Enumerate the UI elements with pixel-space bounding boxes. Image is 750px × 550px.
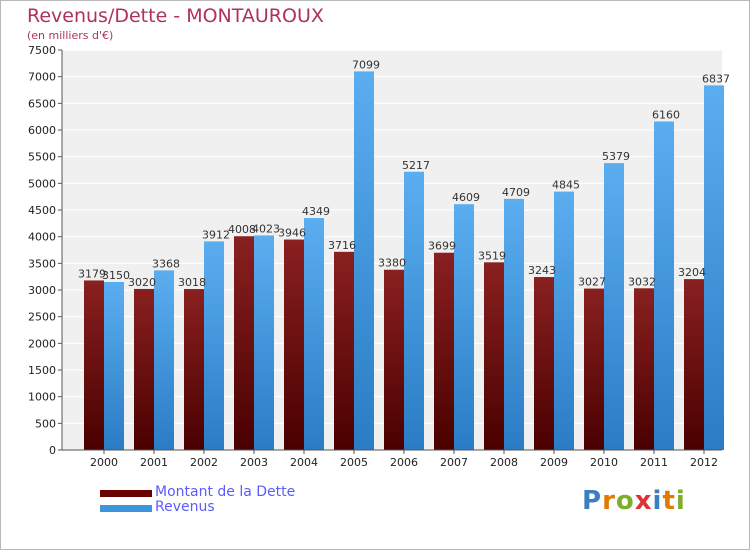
data-label-dette: 3020 xyxy=(128,276,156,289)
bar-revenus xyxy=(304,218,324,450)
bar-dette xyxy=(634,288,654,450)
bar-dette xyxy=(334,251,354,450)
bar-revenus xyxy=(704,85,724,451)
bar-dette xyxy=(84,280,104,450)
bar-revenus xyxy=(504,198,524,450)
x-tick-label: 2003 xyxy=(240,456,268,469)
bar-revenus xyxy=(654,121,674,450)
x-tick-label: 2005 xyxy=(340,456,368,469)
y-tick-label: 7000 xyxy=(28,71,56,84)
bar-dette xyxy=(384,269,404,450)
x-tick-label: 2010 xyxy=(590,456,618,469)
data-label-revenus: 4609 xyxy=(452,191,480,204)
bar-dette xyxy=(534,277,554,450)
data-label-dette: 3699 xyxy=(428,240,456,253)
bar-revenus xyxy=(404,171,424,450)
data-label-dette: 3032 xyxy=(628,275,656,288)
y-tick-label: 5000 xyxy=(28,177,56,190)
bar-revenus xyxy=(554,191,574,450)
data-label-dette: 3380 xyxy=(378,257,406,270)
legend-label-revenus: Revenus xyxy=(155,499,215,515)
data-label-dette: 3027 xyxy=(578,276,606,289)
y-tick-label: 7500 xyxy=(28,44,56,57)
legend-swatch-revenus xyxy=(100,505,152,512)
bar-dette xyxy=(484,262,504,450)
bar-revenus xyxy=(604,163,624,450)
y-tick-label: 1500 xyxy=(28,364,56,377)
data-label-revenus: 3368 xyxy=(152,257,180,270)
data-label-revenus: 4709 xyxy=(502,186,530,199)
x-tick-label: 2002 xyxy=(190,456,218,469)
logo-letter: i xyxy=(652,486,663,516)
logo-letter: P xyxy=(582,486,603,516)
data-label-dette: 4008 xyxy=(228,223,256,236)
data-label-revenus: 3912 xyxy=(202,228,230,241)
data-label-dette: 3519 xyxy=(478,249,506,262)
data-label-revenus: 4349 xyxy=(302,205,330,218)
bar-revenus xyxy=(354,71,374,451)
bar-dette xyxy=(584,288,604,450)
y-tick-label: 3000 xyxy=(28,284,56,297)
x-tick-label: 2006 xyxy=(390,456,418,469)
y-tick-label: 6500 xyxy=(28,97,56,110)
data-label-dette: 3716 xyxy=(328,239,356,252)
data-label-revenus: 7099 xyxy=(352,58,380,71)
data-label-dette: 3204 xyxy=(678,266,706,279)
y-tick-label: 2000 xyxy=(28,337,56,350)
chart-title: Revenus/Dette - MONTAUROUX xyxy=(27,5,324,27)
x-tick-label: 2001 xyxy=(140,456,168,469)
y-tick-label: 4000 xyxy=(28,231,56,244)
data-label-revenus: 4845 xyxy=(552,179,580,192)
x-tick-label: 2007 xyxy=(440,456,468,469)
x-tick-label: 2012 xyxy=(690,456,718,469)
y-tick-label: 500 xyxy=(35,417,56,430)
x-tick-label: 2009 xyxy=(540,456,568,469)
legend-swatch-dette xyxy=(100,490,152,497)
y-tick-label: 5500 xyxy=(28,151,56,164)
logo-letter: r xyxy=(602,486,616,516)
data-label-dette: 3946 xyxy=(278,227,306,240)
bar-dette xyxy=(184,289,204,450)
data-label-revenus: 5379 xyxy=(602,150,630,163)
bar-dette xyxy=(234,236,254,450)
logo-letter: x xyxy=(634,486,653,516)
y-tick-label: 0 xyxy=(49,444,56,457)
bar-dette xyxy=(134,288,154,450)
logo-letter: t xyxy=(662,486,676,516)
x-tick-label: 2008 xyxy=(490,456,518,469)
y-tick-label: 4500 xyxy=(28,204,56,217)
bar-revenus xyxy=(254,235,274,450)
bar-revenus xyxy=(104,282,124,450)
data-label-dette: 3243 xyxy=(528,264,556,277)
proxiti-logo: Proxiti xyxy=(582,486,686,516)
y-tick-label: 1000 xyxy=(28,391,56,404)
y-tick-label: 6000 xyxy=(28,124,56,137)
data-label-revenus: 5217 xyxy=(402,159,430,172)
data-label-revenus: 6837 xyxy=(702,72,730,85)
y-tick-label: 3500 xyxy=(28,257,56,270)
logo-letter: i xyxy=(675,486,686,516)
data-label-revenus: 6160 xyxy=(652,108,680,121)
y-tick-label: 2500 xyxy=(28,311,56,324)
bar-revenus xyxy=(154,270,174,450)
data-label-revenus: 3150 xyxy=(102,269,130,282)
x-tick-label: 2004 xyxy=(290,456,318,469)
logo-letter: o xyxy=(615,486,635,516)
data-label-dette: 3179 xyxy=(78,267,106,280)
bar-dette xyxy=(434,252,454,450)
data-label-revenus: 4023 xyxy=(252,222,280,235)
bar-revenus xyxy=(454,204,474,450)
bar-dette xyxy=(284,239,304,450)
x-tick-label: 2011 xyxy=(640,456,668,469)
bar-dette xyxy=(684,279,704,450)
data-label-dette: 3018 xyxy=(178,276,206,289)
chart-subtitle: (en milliers d'€) xyxy=(27,29,114,42)
bar-revenus xyxy=(204,241,224,450)
legend-label-dette: Montant de la Dette xyxy=(155,484,296,500)
x-tick-label: 2000 xyxy=(90,456,118,469)
